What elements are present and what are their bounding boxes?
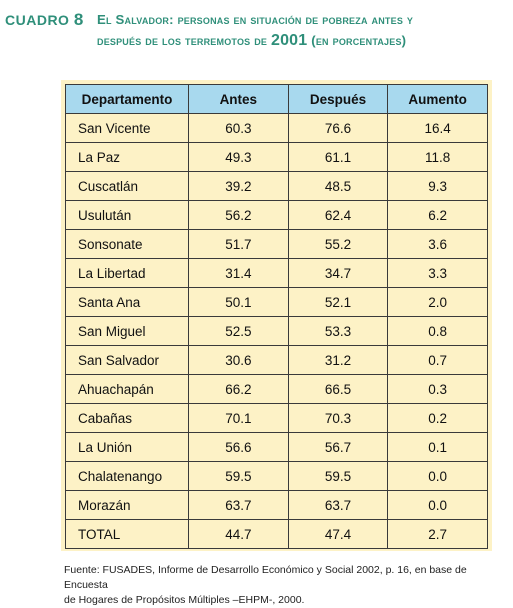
cell-antes: 30.6 [188,345,289,375]
cell-antes: 60.3 [188,113,289,143]
cell-antes: 39.2 [188,171,289,201]
cell-departamento: Cuscatlán [65,171,189,201]
table-row: Usulután 56.2 62.4 6.2 [65,200,488,230]
cell-departamento: Santa Ana [65,287,189,317]
title-line2-end: (en porcentajes) [307,33,407,48]
table-row: La Libertad 31.4 34.7 3.3 [65,258,488,288]
table-number-value: 8 [73,10,84,29]
cell-antes: 52.5 [188,316,289,346]
title-line2-start: después de los terremotos de [97,33,271,48]
cell-despues: 53.3 [287,316,389,346]
title-country: El Salvador [97,12,170,27]
table-row: San Vicente 60.3 76.6 16.4 [65,113,488,143]
cell-despues: 55.2 [287,229,389,259]
cell-aumento: 11.8 [387,142,488,172]
cell-aumento: 6.2 [387,200,488,230]
cell-aumento: 9.3 [387,171,488,201]
cell-despues: 31.2 [287,345,389,375]
cell-despues: 56.7 [287,432,389,462]
table-row: La Unión 56.6 56.7 0.1 [65,432,488,462]
cell-aumento: 0.3 [387,374,488,404]
column-header-aumento: Aumento [387,84,488,114]
cell-departamento: La Libertad [65,258,189,288]
cell-antes: 31.4 [188,258,289,288]
table-row: Sonsonate 51.7 55.2 3.6 [65,229,488,259]
cell-despues: 47.4 [287,519,389,549]
cell-antes: 50.1 [188,287,289,317]
table-row: TOTAL 44.7 47.4 2.7 [65,519,488,549]
table-row: Morazán 63.7 63.7 0.0 [65,490,488,520]
cell-aumento: 2.0 [387,287,488,317]
cell-aumento: 0.0 [387,490,488,520]
cell-antes: 59.5 [188,461,289,491]
column-header-despues: Después [287,84,389,114]
cell-aumento: 0.7 [387,345,488,375]
source-line-2: de Hogares de Propósitos Múltiples –EHPM… [64,594,305,606]
table-row: San Salvador 30.6 31.2 0.7 [65,345,488,375]
cell-despues: 52.1 [287,287,389,317]
cell-aumento: 0.1 [387,432,488,462]
cell-aumento: 0.8 [387,316,488,346]
cell-despues: 61.1 [287,142,389,172]
cell-departamento: Ahuachapán [65,374,189,404]
table-row: Santa Ana 50.1 52.1 2.0 [65,287,488,317]
poverty-table: Departamento Antes Después Aumento San V… [65,84,488,549]
source-note: Fuente: FUSADES, Informe de Desarrollo E… [64,563,504,608]
cell-despues: 66.5 [287,374,389,404]
cell-despues: 59.5 [287,461,389,491]
table-panel: Departamento Antes Después Aumento San V… [61,80,492,551]
cell-antes: 63.7 [188,490,289,520]
cell-departamento: San Miguel [65,316,189,346]
table-row: Cuscatlán 39.2 48.5 9.3 [65,171,488,201]
cell-aumento: 2.7 [387,519,488,549]
cell-departamento: Cabañas [65,403,189,433]
cell-despues: 70.3 [287,403,389,433]
cell-departamento: Chalatenango [65,461,189,491]
cell-antes: 56.6 [188,432,289,462]
cell-despues: 62.4 [287,200,389,230]
table-row: Cabañas 70.1 70.3 0.2 [65,403,488,433]
cell-departamento: San Salvador [65,345,189,375]
cell-antes: 66.2 [188,374,289,404]
column-header-antes: Antes [188,84,289,114]
cell-aumento: 0.0 [387,461,488,491]
table-number-word: CUADRO [5,12,70,28]
cell-antes: 49.3 [188,142,289,172]
cell-departamento: Usulután [65,200,189,230]
cell-departamento: Sonsonate [65,229,189,259]
cell-aumento: 3.6 [387,229,488,259]
table-row: San Miguel 52.5 53.3 0.8 [65,316,488,346]
column-header-departamento: Departamento [65,84,189,114]
title-line1-rest: : personas en situación de pobreza antes… [169,12,414,27]
cell-aumento: 16.4 [387,113,488,143]
cell-aumento: 0.2 [387,403,488,433]
cell-departamento: Morazán [65,490,189,520]
cell-despues: 48.5 [287,171,389,201]
title-year: 2001 [270,32,308,49]
table-row: La Paz 49.3 61.1 11.8 [65,142,488,172]
cell-antes: 44.7 [188,519,289,549]
cell-antes: 56.2 [188,200,289,230]
table-body: San Vicente 60.3 76.6 16.4 La Paz 49.3 61.1 11.… [65,113,488,549]
cell-despues: 76.6 [287,113,389,143]
table-title: El Salvador: personas en situación de po… [97,9,509,51]
cell-departamento: La Paz [65,142,189,172]
table-row: Ahuachapán 66.2 66.5 0.3 [65,374,488,404]
table-header-row: Departamento Antes Después Aumento [65,84,488,114]
cell-departamento: San Vicente [65,113,189,143]
table-row: Chalatenango 59.5 59.5 0.0 [65,461,488,491]
cell-despues: 34.7 [287,258,389,288]
cell-departamento: TOTAL [65,519,189,549]
cell-antes: 70.1 [188,403,289,433]
table-number: CUADRO 8 [5,10,84,30]
source-line-1: Fuente: FUSADES, Informe de Desarrollo E… [64,564,467,591]
cell-despues: 63.7 [287,490,389,520]
cell-antes: 51.7 [188,229,289,259]
cell-aumento: 3.3 [387,258,488,288]
cell-departamento: La Unión [65,432,189,462]
